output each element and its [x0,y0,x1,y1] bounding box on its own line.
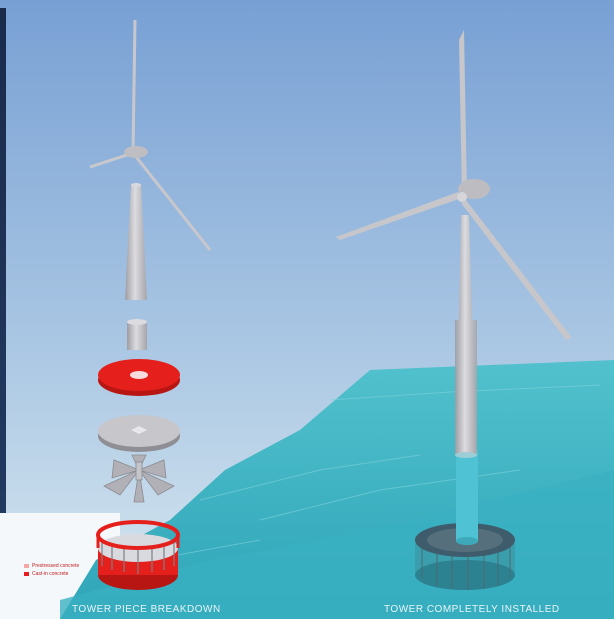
left-rotor [89,19,212,251]
caption-right: TOWER COMPLETELY INSTALLED [384,604,560,615]
tower-lower-section [455,320,477,455]
legend-item: Cast-in concrete [24,570,79,578]
legend-swatch-cast-in [24,572,29,576]
exploded-tower [89,19,212,590]
legend: Prestressed concrete Cast-in concrete [24,562,79,578]
submerged-tower [456,450,478,542]
caption-left: TOWER PIECE BREAKDOWN [72,604,221,615]
upper-tower-segment [125,185,147,300]
legend-item: Prestressed concrete [24,562,79,570]
completed-turbine [336,30,572,590]
radial-ribs [103,454,175,503]
transition-piece [127,322,147,350]
legend-label: Cast-in concrete [32,571,69,577]
legend-label: Prestressed concrete [32,563,80,569]
red-base-disk [98,359,180,396]
grey-slab [98,415,180,452]
night-sky-panel [0,8,6,513]
legend-swatch-prestressed [24,564,29,568]
right-rotor [336,30,572,340]
skirt-cage [96,520,180,590]
